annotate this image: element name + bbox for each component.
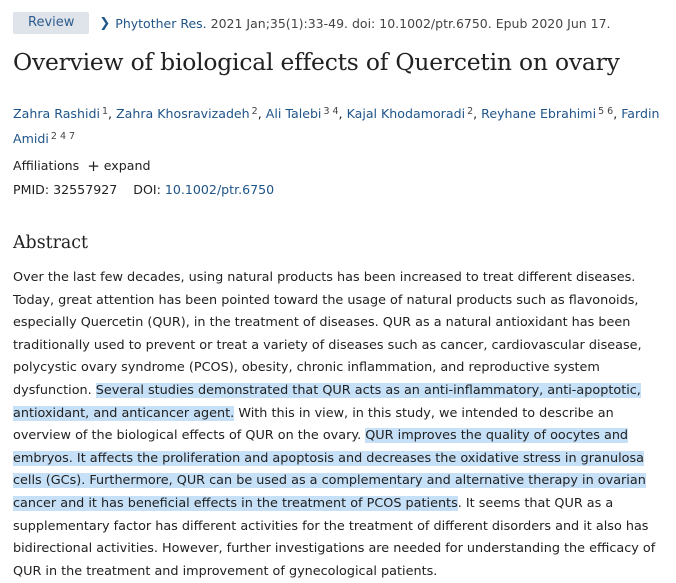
affiliation-ref[interactable]: 1: [101, 106, 108, 117]
citation-line: Review ❯ Phytother Res. 2021 Jan;35(1):3…: [13, 12, 611, 34]
author-link[interactable]: Ali Talebi: [265, 106, 322, 121]
doi-label: DOI:: [133, 182, 161, 197]
author-link[interactable]: Zahra Rashidi: [13, 106, 100, 121]
publication-type-badge: Review: [13, 12, 90, 34]
author-item: Zahra Rashidi 1,: [13, 106, 113, 121]
abstract-heading: Abstract: [13, 233, 89, 253]
chevron-right-icon[interactable]: ❯: [99, 15, 111, 31]
journal-link[interactable]: Phytother Res.: [115, 15, 207, 31]
authors-list: Zahra Rashidi 1, Zahra Khosravizadeh 2, Al…: [13, 100, 663, 150]
affiliations-toggle[interactable]: Affiliations + expand: [13, 158, 150, 173]
affiliation-ref[interactable]: 2: [251, 106, 258, 117]
affiliation-ref[interactable]: 3 4: [323, 106, 339, 117]
affiliation-ref[interactable]: 5 6: [598, 106, 614, 117]
identifiers: PMID: 32557927 DOI: 10.1002/ptr.6750: [13, 182, 274, 197]
affiliation-ref[interactable]: 2 4 7: [50, 131, 76, 142]
author-item: Zahra Khosravizadeh 2,: [116, 106, 262, 121]
author-link[interactable]: Reyhane Ebrahimi: [481, 106, 597, 121]
pmid-value: 32557927: [53, 182, 118, 197]
article-title: Overview of biological effects of Querce…: [13, 48, 620, 76]
author-item: Ali Talebi 3 4,: [265, 106, 343, 121]
journal-citation: ❯ Phytother Res. 2021 Jan;35(1):33-49. d…: [99, 16, 610, 31]
abstract-segment: Over the last few decades, using natural…: [13, 270, 642, 398]
abstract-text: Over the last few decades, using natural…: [13, 267, 663, 583]
author-link[interactable]: Fardin Amidi: [13, 106, 660, 146]
doi-link[interactable]: 10.1002/ptr.6750: [164, 182, 275, 197]
abstract-segment: With this in view, in this study, we int…: [13, 405, 614, 444]
author-item: Fardin Amidi 2 4 7: [13, 106, 659, 146]
affiliation-ref[interactable]: 2: [467, 106, 474, 117]
pmid-label: PMID:: [13, 182, 50, 197]
author-link[interactable]: Kajal Khodamoradi: [346, 106, 466, 121]
plus-icon: +: [87, 156, 100, 175]
affiliations-label: Affiliations: [13, 158, 80, 173]
expand-label: expand: [103, 158, 151, 173]
author-item: Kajal Khodamoradi 2,: [346, 106, 478, 121]
author-link[interactable]: Zahra Khosravizadeh: [116, 106, 250, 121]
citation-text: 2021 Jan;35(1):33-49. doi: 10.1002/ptr.6…: [210, 15, 611, 31]
author-item: Reyhane Ebrahimi 5 6,: [481, 106, 618, 121]
